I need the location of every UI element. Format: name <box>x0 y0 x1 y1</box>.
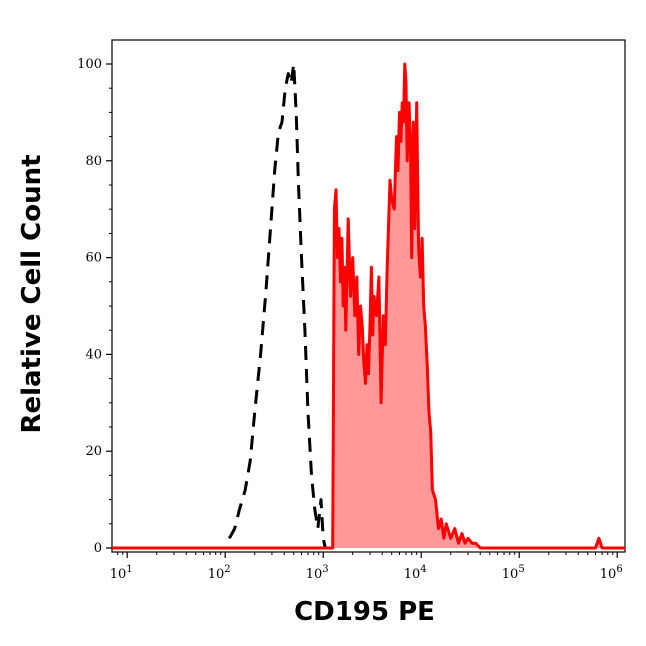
y-tick-label: 60 <box>85 251 102 266</box>
x-tick-label: 102 <box>208 564 231 582</box>
y-tick-label: 0 <box>94 541 102 556</box>
x-axis-title: CD195 PE <box>294 597 435 627</box>
tick-labels: 101 102 103 104 105 106 0 20 40 60 80 100 <box>77 57 623 582</box>
y-tick-label: 20 <box>85 444 102 459</box>
y-tick-label: 40 <box>85 347 102 362</box>
series-line-0 <box>227 62 327 549</box>
x-tick-label: 101 <box>110 564 133 582</box>
x-tick-label: 104 <box>404 564 427 582</box>
x-tick-label: 105 <box>502 564 525 582</box>
x-tick-label: 106 <box>600 564 623 582</box>
y-axis-title: Relative Cell Count <box>17 154 47 433</box>
y-tick-label: 80 <box>85 154 102 169</box>
series-layer <box>112 62 625 550</box>
series-fill-1 <box>112 64 625 548</box>
series-line-1 <box>112 62 625 550</box>
y-tick-label: 100 <box>77 57 102 72</box>
minor-ticks <box>109 87 614 555</box>
x-tick-label: 103 <box>306 564 329 582</box>
plot-frame <box>111 39 626 553</box>
major-ticks <box>106 63 618 558</box>
